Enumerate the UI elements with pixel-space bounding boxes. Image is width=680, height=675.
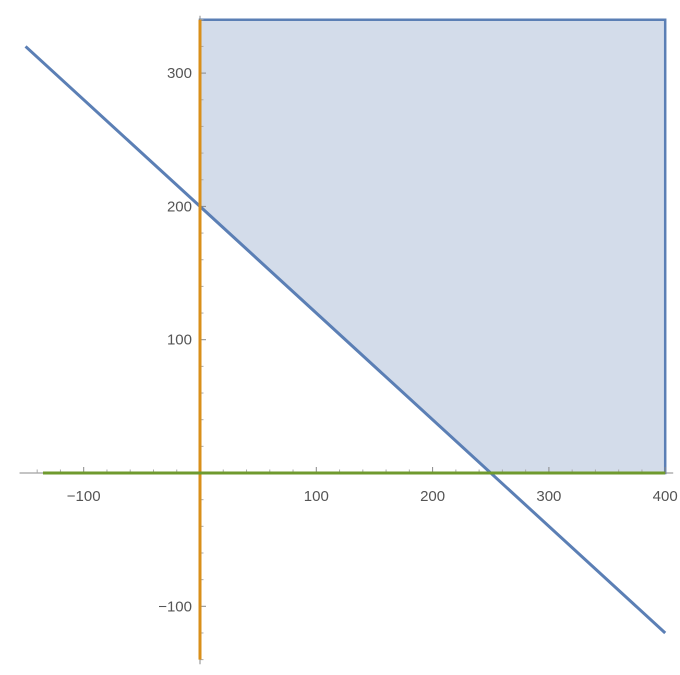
x-tick-label: 200 [420,488,445,505]
region-layer [198,18,667,475]
x-tick-label: 400 [653,488,678,505]
series-layer [24,19,667,660]
labels-layer: −100 100 200 300 400 −100 100 200 300 [67,65,678,615]
x-tick-label: 100 [304,488,329,505]
y-tick-label: 300 [167,65,192,82]
y-tick-label: 200 [167,198,192,215]
y-tick-label: −100 [158,598,192,615]
x-tick-label: 300 [536,488,561,505]
x-tick-label: −100 [67,488,101,505]
y-tick-label: 100 [167,332,192,349]
constraint-line [24,45,667,635]
feasible-region [198,18,667,475]
